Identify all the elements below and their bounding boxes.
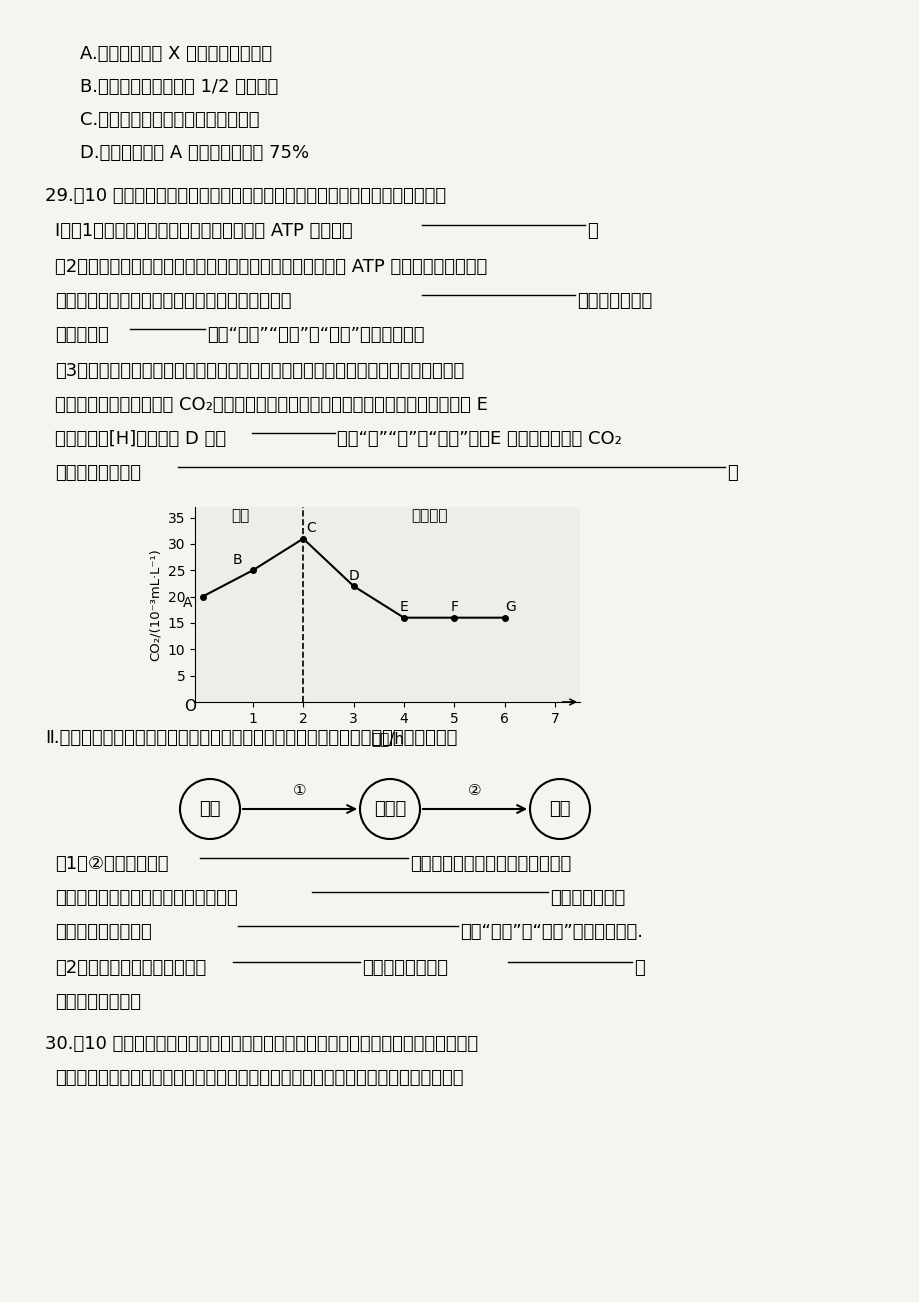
Text: 释放的热能: 释放的热能 [55,326,108,344]
Text: ，发生于夜间的是: ，发生于夜间的是 [361,960,448,976]
Text: 中。此物质合成: 中。此物质合成 [550,889,625,907]
Text: C: C [305,521,315,535]
Text: （2）雪滴兰开花时花序细胞的耗氧速率远高于其他细胞，但 ATP 的生成量却远低于其: （2）雪滴兰开花时花序细胞的耗氧速率远高于其他细胞，但 ATP 的生成量却远低于… [55,258,487,276]
Text: 。: 。 [633,960,644,976]
Text: A.该遗传病为伴 X 染色体显性遗传病: A.该遗传病为伴 X 染色体显性遗传病 [80,46,272,62]
Text: 行了连续两个生长季的野外观测和调查，研究了不同人类干扰强度与草地的生物多样性: 行了连续两个生长季的野外观测和调查，研究了不同人类干扰强度与草地的生物多样性 [55,1069,463,1087]
Text: 实现，此生理过程释放的能量除以: 实现，此生理过程释放的能量除以 [410,855,571,874]
Text: ①: ① [293,783,306,798]
Text: （填“吸能”或“放能”）反应相联系.: （填“吸能”或“放能”）反应相联系. [460,923,642,941]
Text: 。: 。 [586,223,597,240]
Text: B.在患病的母亲中约有 1/2 为杂合子: B.在患病的母亲中约有 1/2 为杂合子 [80,78,278,96]
Text: F: F [449,600,458,615]
Text: ②: ② [468,783,482,798]
Text: 点叶绳体中[H]的含量较 D 点时: 点叶绳体中[H]的含量较 D 点时 [55,430,226,448]
Text: D.该调查群体中 A 的基因频率约为 75%: D.该调查群体中 A 的基因频率约为 75% [80,145,309,161]
Text: 30.（10 分）为探讨人类干扰对草原生态系统稳定性的影响，研究者在呼伦贝尔草原进: 30.（10 分）为探讨人类干扰对草原生态系统稳定性的影响，研究者在呼伦贝尔草原… [45,1035,478,1053]
Text: 热能: 热能 [549,799,570,818]
Text: 他细胞。据此推知，其花序细胞的呼吸方式主要是: 他细胞。据此推知，其花序细胞的呼吸方式主要是 [55,292,291,310]
Text: 适宜光照: 适宜光照 [410,508,447,523]
Text: 。: 。 [726,464,737,482]
Y-axis label: CO₂/(10⁻³mL·L⁻¹): CO₂/(10⁻³mL·L⁻¹) [149,548,162,661]
Text: O: O [184,699,196,715]
Text: （填“高”“低”或“相等”），E 点之后玻璃罩内 CO₂: （填“高”“低”或“相等”），E 点之后玻璃罩内 CO₂ [336,430,621,448]
Text: A: A [183,596,192,611]
Text: C.正常女性的儿子都不会患该遗传病: C.正常女性的儿子都不会患该遗传病 [80,111,259,129]
Text: （1）②过程主要通过: （1）②过程主要通过 [55,855,168,874]
Text: 化学能: 化学能 [373,799,405,818]
Text: E: E [399,600,408,615]
Text: 光能: 光能 [199,799,221,818]
Text: B: B [233,553,243,566]
Text: 热能的形式散失外，其余少部分储存在: 热能的形式散失外，其余少部分储存在 [55,889,237,907]
Text: 黑暗: 黑暗 [231,508,249,523]
Text: Ⅱ.能量在雪滴兰所在生态系统中的变化形式如图所示．请根据所学知识回答下列问题：: Ⅱ.能量在雪滴兰所在生态系统中的变化形式如图所示．请根据所学知识回答下列问题： [45,729,457,747]
Text: 29.（10 分）早春开花的植物雪滴兰，雪落花开，不畏春寒。请回答下列问题。: 29.（10 分）早春开花的植物雪滴兰，雪落花开，不畏春寒。请回答下列问题。 [45,187,446,204]
Text: Ⅰ．（1）在弱光条件下雪滴兰叶肉细胞产生 ATP 的场所有: Ⅰ．（1）在弱光条件下雪滴兰叶肉细胞产生 ATP 的场所有 [55,223,352,240]
Text: 过程往往与细胞内的: 过程往往与细胞内的 [55,923,152,941]
Text: D: D [347,569,358,583]
Text: G: G [505,600,516,615]
Text: ，花序细胞呼吸: ，花序细胞呼吸 [576,292,652,310]
X-axis label: 时间/h: 时间/h [370,732,403,746]
Text: （填“多于”“等于”或“少于”）其他细胞。: （填“多于”“等于”或“少于”）其他细胞。 [207,326,424,344]
Text: （3）在适宜温度和水供应的条件下将雪滴兰置于一密闭玻璃罩内进行实验，如图表示: （3）在适宜温度和水供应的条件下将雪滴兰置于一密闭玻璃罩内进行实验，如图表示 [55,362,464,380]
Text: 浓度稳定的原因是: 浓度稳定的原因是 [55,464,141,482]
Text: （2）以上过程发生于白天的是: （2）以上过程发生于白天的是 [55,960,206,976]
Text: （填写图中序号）: （填写图中序号） [55,993,141,1010]
Text: 给予不同条件时玻璃罩内 CO₂浓度变化（实验期间细胞的呼吸强度无显著变化），则 E: 给予不同条件时玻璃罩内 CO₂浓度变化（实验期间细胞的呼吸强度无显著变化），则 … [55,396,487,414]
